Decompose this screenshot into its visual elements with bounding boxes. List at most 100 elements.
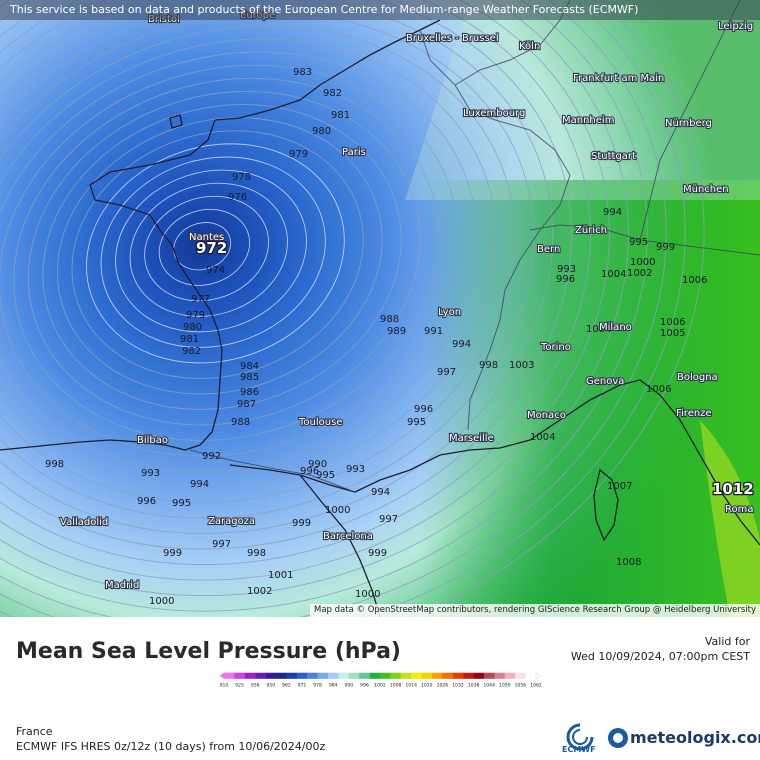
isobar-line: [0, 0, 610, 581]
colorbar-tick-label: 1050: [499, 683, 511, 689]
colorbar-min-arrow: [219, 672, 224, 679]
colorbar-segment: [265, 672, 277, 679]
isobar-value-label: 988: [380, 314, 399, 325]
city-label: Mannheim: [562, 115, 614, 126]
ecmwf-credit-banner: This service is based on data and produc…: [0, 0, 760, 20]
colorbar-tick-label: 962: [282, 683, 291, 689]
isobar-value-label: 999: [292, 518, 311, 529]
colorbar-segment: [494, 672, 506, 679]
colorbar-segment: [442, 672, 454, 679]
isobar-value-label: 1000: [355, 589, 380, 600]
isobar-value-label: 1005: [660, 328, 685, 339]
isobar-value-label: 1000: [630, 257, 655, 268]
channel-coastline: [214, 19, 441, 121]
isobar-line: [27, 90, 421, 426]
isobar-line: [158, 208, 251, 286]
isobar-value-label: 999: [163, 548, 182, 559]
colorbar-segment: [286, 672, 298, 679]
city-label: Torino: [540, 342, 571, 353]
isobar-value-label: 1004: [530, 432, 555, 443]
isobar-value-label: 997: [379, 514, 398, 525]
north-tint: [405, 0, 760, 200]
map-canvas: 9839829819809799789769749779799809819829…: [0, 0, 760, 617]
city-label: Bilbao: [137, 435, 168, 446]
valid-time: Wed 10/09/2024, 07:00pm CEST: [570, 650, 750, 663]
isobar-value-label: 986: [240, 387, 259, 398]
city-label: Stuttgart: [591, 151, 636, 162]
colorbar-tick-label: 990: [344, 683, 353, 689]
colorbar-tick-label: 1020: [421, 683, 433, 689]
isobar-value-label: 1001: [268, 570, 293, 581]
isobar-value-label: 979: [186, 310, 205, 321]
isobar-line: [13, 77, 440, 441]
isobar-line: [0, 38, 497, 488]
colorbar-segment: [504, 672, 516, 679]
isobar-value-label: 1002: [627, 268, 652, 279]
spain-east-coastline: [299, 474, 381, 617]
high-pressure-area: [700, 420, 760, 617]
isobar-value-label: 984: [240, 361, 259, 372]
isobar-line: [56, 117, 383, 395]
meteologix-brand[interactable]: meteologix.com: [630, 728, 760, 747]
colorbar-segment: [411, 672, 422, 679]
isobar-value-label: 977: [191, 294, 210, 305]
isobar-value-label: 1006: [682, 275, 707, 286]
city-label: Zaragoza: [208, 516, 255, 527]
isobar-value-label: 982: [182, 346, 201, 357]
isobar-value-label: 994: [603, 207, 622, 218]
isobar-labels: 9839829819809799789769749779799809819829…: [45, 67, 707, 607]
mediterranean-coastline: [229, 379, 760, 546]
colorbar-tick-label: 938: [251, 683, 260, 689]
isobar-value-label: 994: [452, 339, 471, 350]
isobar-line: [115, 169, 307, 333]
colorbar-tick-label: 925: [235, 683, 244, 689]
pressure-map[interactable]: 983 982 981 980 979 978 976 974 977 979 980 981 982 9…: [0, 0, 760, 617]
isobar-value-label: 994: [190, 479, 209, 490]
isobar-line: [0, 0, 705, 617]
colorbar-segment: [421, 672, 433, 679]
isobar-value-label: 987: [237, 399, 256, 410]
city-label: Marseille: [449, 433, 494, 444]
city-label: Köln: [519, 41, 540, 52]
isobar-value-label: 998: [45, 459, 64, 470]
city-label: Madrid: [105, 580, 139, 591]
colorbar-segment: [276, 672, 287, 679]
isobar-value-label: 993: [141, 468, 160, 479]
city-label: Monaco: [527, 410, 566, 421]
isobar-value-label: 1003: [509, 360, 534, 371]
isobar-value-label: 989: [387, 326, 406, 337]
isobar-value-label: 1006: [660, 317, 685, 328]
isobar-line: [173, 222, 232, 271]
city-label: Zürich: [575, 225, 607, 236]
city-label: Paris: [342, 147, 366, 158]
colorbar-segment: [255, 672, 266, 679]
pyrenees-border: [189, 449, 356, 493]
isobar-value-label: 981: [331, 110, 350, 121]
colorbar-segment: [432, 672, 443, 679]
isobar-value-label: 992: [202, 451, 221, 462]
city-label: München: [683, 184, 729, 195]
isobar-value-label: 998: [479, 360, 498, 371]
isobar-value-label: 996: [300, 466, 319, 477]
city-label: Milano: [599, 322, 632, 333]
isobar-value-label: 993: [557, 264, 576, 275]
colorbar-segment: [463, 672, 474, 679]
city-label: Toulouse: [298, 417, 342, 428]
isobar-value-label: 980: [183, 322, 202, 333]
city-label: Bologna: [677, 372, 718, 383]
meteologix-logo-icon[interactable]: [608, 728, 628, 748]
colorbar-segment: [224, 672, 235, 679]
colorbar-segment: [234, 672, 246, 679]
isobar-value-label: 995: [629, 237, 648, 248]
isobar-value-label: 999: [656, 242, 675, 253]
isobar-value-label: 995: [172, 498, 191, 509]
isobar-value-label: 1000: [325, 505, 350, 516]
city-label: Lyon: [438, 307, 461, 318]
isobar-line: [0, 51, 478, 472]
city-label: Bern: [537, 244, 560, 255]
colorbar-tick-label: 984: [329, 683, 338, 689]
isobar-line: [71, 130, 364, 379]
isobar-value-label: 994: [371, 487, 390, 498]
isobar-value-label: 1007: [607, 481, 632, 492]
colorbar-segment: [244, 672, 256, 679]
